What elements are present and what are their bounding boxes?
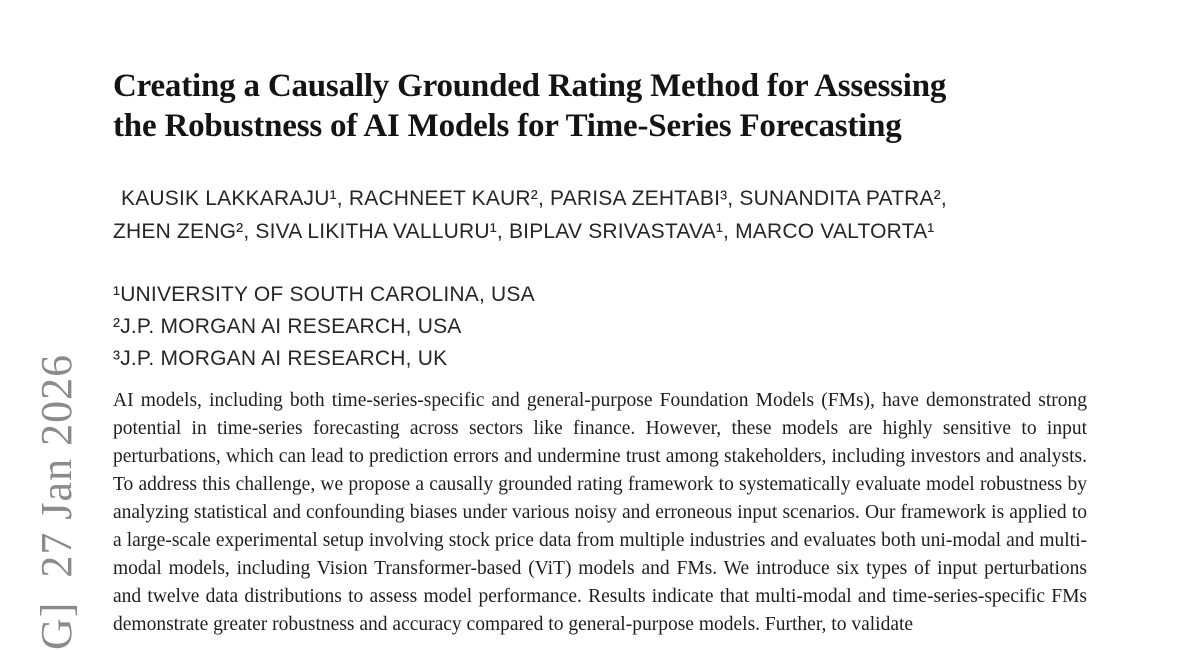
affiliation-list: ¹UNIVERSITY OF SOUTH CAROLINA, USA ²J.P.… [113, 279, 1087, 375]
arxiv-watermark: G] 27 Jan 2026 [32, 353, 81, 650]
paper-title-line-1: Creating a Causally Grounded Rating Meth… [113, 68, 947, 104]
affiliation-3: ³J.P. MORGAN AI RESEARCH, UK [113, 347, 448, 370]
author-list-line-1: KAUSIK LAKKARAJU¹, RACHNEET KAUR², PARIS… [121, 187, 947, 210]
author-list-line-2: ZHEN ZENG², SIVA LIKITHA VALLURU¹, BIPLA… [113, 220, 935, 243]
affiliation-2: ²J.P. MORGAN AI RESEARCH, USA [113, 315, 462, 338]
author-list: KAUSIK LAKKARAJU¹, RACHNEET KAUR², PARIS… [113, 182, 1087, 248]
paper-title: Creating a Causally Grounded Rating Meth… [113, 66, 1087, 146]
paper-page: Creating a Causally Grounded Rating Meth… [113, 0, 1087, 639]
affiliation-1: ¹UNIVERSITY OF SOUTH CAROLINA, USA [113, 283, 535, 306]
abstract-text: AI models, including both time-series-sp… [113, 390, 1087, 635]
paper-title-line-2: the Robustness of AI Models for Time-Ser… [113, 108, 902, 144]
